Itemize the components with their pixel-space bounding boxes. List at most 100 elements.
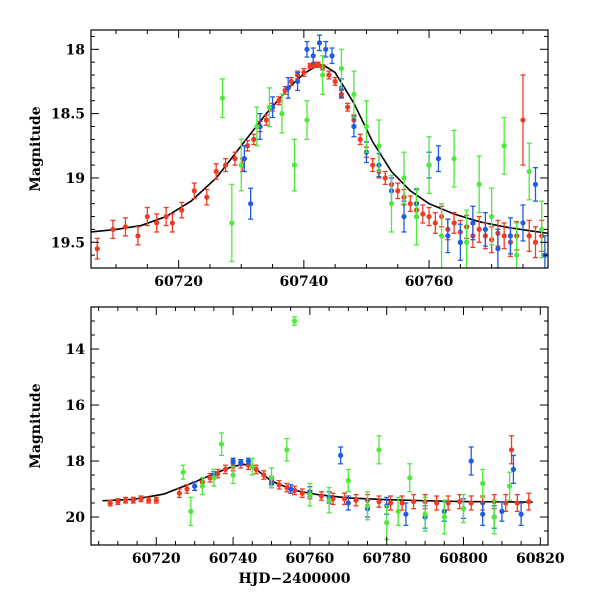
data-point	[135, 233, 141, 239]
data-point	[222, 466, 229, 472]
data-point	[506, 483, 513, 489]
series-0-points	[94, 61, 545, 260]
series-0-points	[107, 435, 532, 513]
data-point	[426, 162, 432, 168]
data-point	[180, 469, 186, 475]
data-point	[520, 220, 526, 226]
data-point	[526, 233, 532, 239]
data-point	[435, 156, 442, 162]
x-tick-label: 60760	[405, 274, 454, 290]
data-point	[441, 514, 447, 520]
data-point	[514, 252, 520, 258]
y-axis-title: Magnitude	[28, 383, 44, 468]
data-point	[238, 162, 244, 168]
data-point	[407, 475, 413, 481]
y-tick-label: 19	[66, 171, 85, 187]
axes-frame-top	[90, 29, 549, 269]
data-point	[520, 117, 526, 123]
data-point	[476, 181, 482, 187]
y-tick-label: 16	[66, 398, 85, 414]
data-point	[387, 500, 394, 506]
data-point	[249, 464, 255, 470]
data-point	[399, 500, 405, 506]
y-tick-label: 14	[66, 342, 86, 358]
data-point	[323, 46, 329, 52]
data-point	[499, 508, 505, 514]
data-point	[382, 175, 388, 181]
data-point	[464, 239, 470, 245]
data-point	[110, 226, 116, 233]
data-point	[144, 213, 150, 220]
data-point	[539, 226, 545, 233]
data-point	[254, 123, 260, 130]
data-point	[229, 220, 235, 226]
data-point	[445, 233, 451, 239]
data-point	[219, 95, 226, 101]
data-point	[401, 175, 407, 181]
data-point	[176, 490, 182, 496]
data-point	[320, 72, 326, 78]
data-point	[211, 475, 217, 481]
data-point	[230, 458, 236, 464]
data-point	[508, 447, 515, 453]
data-point	[457, 499, 463, 505]
x-tick-label: 60720	[132, 551, 181, 567]
data-point	[445, 500, 451, 506]
data-point	[514, 500, 520, 506]
data-point	[395, 188, 401, 194]
data-point	[268, 475, 275, 481]
data-point	[207, 475, 213, 481]
data-point	[299, 490, 305, 496]
data-point	[251, 136, 257, 142]
data-point	[338, 452, 344, 458]
data-point	[510, 466, 517, 472]
data-point	[353, 497, 359, 503]
data-point	[345, 500, 351, 506]
data-point	[163, 213, 169, 220]
y-tick-label: 20	[66, 510, 86, 526]
y-tick-label: 18.5	[51, 107, 85, 123]
x-tick-label: 60800	[439, 551, 488, 567]
data-point	[284, 447, 290, 453]
data-point	[438, 233, 445, 239]
data-point	[422, 511, 428, 517]
data-point	[341, 496, 348, 502]
data-point	[263, 117, 269, 123]
data-point	[188, 508, 194, 514]
data-point	[410, 499, 417, 505]
data-point	[285, 85, 291, 91]
data-point	[115, 499, 121, 505]
data-point	[288, 486, 294, 492]
data-point	[370, 162, 376, 168]
data-point	[376, 447, 382, 453]
data-point	[345, 478, 351, 484]
data-point	[261, 472, 267, 478]
data-point	[503, 500, 509, 506]
data-point	[468, 458, 474, 464]
data-point	[241, 156, 247, 162]
data-point	[364, 503, 371, 509]
data-point	[307, 492, 313, 498]
plot-area-bottom	[102, 316, 533, 541]
data-point	[518, 511, 524, 517]
data-point	[310, 53, 316, 59]
data-point	[316, 40, 323, 46]
data-point	[329, 53, 335, 59]
series-1-points	[241, 34, 548, 268]
data-point	[351, 91, 357, 97]
data-point	[279, 111, 285, 117]
data-point	[501, 233, 507, 239]
y-axis-title: Magnitude	[28, 106, 44, 191]
x-tick-label: 60820	[516, 551, 565, 567]
data-point	[495, 246, 501, 252]
data-point	[222, 162, 229, 168]
y-tick-label: 19.5	[51, 235, 85, 251]
data-point	[407, 201, 413, 207]
data-point	[184, 486, 190, 492]
data-point	[376, 143, 382, 149]
data-point	[154, 220, 160, 226]
data-point	[460, 506, 467, 512]
data-point	[294, 78, 301, 85]
data-point	[395, 508, 401, 514]
data-point	[232, 156, 238, 162]
